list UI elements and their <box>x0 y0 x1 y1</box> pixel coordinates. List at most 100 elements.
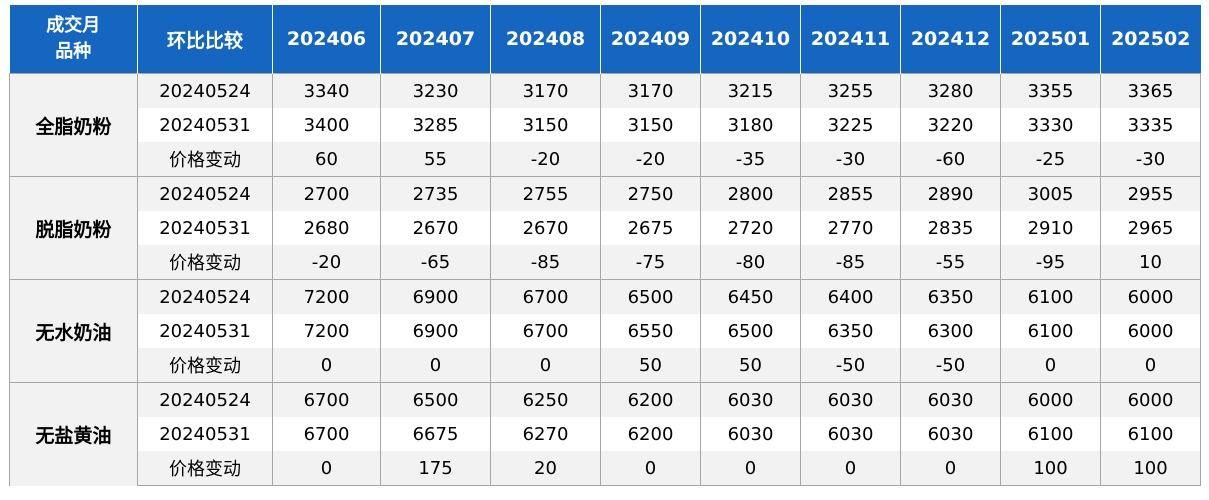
price-change-cell: -80 <box>700 245 801 280</box>
compare-date-label: 20240524 <box>137 73 273 108</box>
price-change-label: 价格变动 <box>137 245 273 280</box>
price-cell: 6350 <box>800 314 901 348</box>
price-change-row: 价格变动 0 0 0 50 50 -50 -50 0 0 <box>10 348 1201 383</box>
price-cell: 3180 <box>700 108 801 142</box>
compare-date-label: 20240524 <box>137 382 273 417</box>
corner-month-label: 成交月 <box>46 15 101 36</box>
price-change-cell: -85 <box>490 245 601 280</box>
price-row: 无水奶油 20240524 7200 6900 6700 6500 6450 6400 6350… <box>9 279 1201 383</box>
price-change-label: 价格变动 <box>137 451 273 486</box>
price-change-cell: 60 <box>272 142 381 177</box>
price-cell: 6900 <box>380 279 491 314</box>
price-row: 20240531 3400 3285 3150 3150 3180 3225 3220 3330… <box>10 108 1201 142</box>
price-cell: 6100 <box>1000 279 1101 314</box>
price-change-cell: -20 <box>600 142 701 177</box>
price-cell: 6000 <box>1100 279 1201 314</box>
price-cell: 3170 <box>600 73 701 108</box>
price-change-cell: 0 <box>272 348 381 383</box>
price-cell: 6200 <box>600 382 701 417</box>
price-cell: 6000 <box>1000 382 1101 417</box>
price-cell: 6700 <box>490 279 601 314</box>
price-change-label: 价格变动 <box>137 142 273 177</box>
price-cell: 3150 <box>490 108 601 142</box>
price-cell: 6350 <box>900 279 1001 314</box>
price-cell: 2770 <box>800 211 901 245</box>
table-header: 成交月 品种 环比比较 202406 202407 202408 202409 … <box>9 5 1201 74</box>
price-cell: 3150 <box>600 108 701 142</box>
price-change-cell: 0 <box>600 451 701 486</box>
price-cell: 2965 <box>1100 211 1201 245</box>
month-header: 202407 <box>380 5 491 74</box>
price-row: 20240531 2680 2670 2670 2675 2720 2770 2835 2910… <box>10 211 1201 245</box>
price-cell: 3355 <box>1000 73 1101 108</box>
compare-date-label: 20240531 <box>137 314 273 348</box>
price-change-cell: -95 <box>1000 245 1101 280</box>
price-cell: 6700 <box>272 417 381 451</box>
price-change-cell: -50 <box>800 348 901 383</box>
price-change-cell: 0 <box>272 451 381 486</box>
price-change-cell: 100 <box>1000 451 1101 486</box>
price-change-cell: 0 <box>1100 348 1201 383</box>
price-change-cell: -55 <box>900 245 1001 280</box>
price-change-cell: 50 <box>700 348 801 383</box>
compare-date-label: 20240531 <box>137 211 273 245</box>
price-cell: 6200 <box>600 417 701 451</box>
month-header: 202408 <box>490 5 601 74</box>
price-cell: 6900 <box>380 314 491 348</box>
price-cell: 6030 <box>900 382 1001 417</box>
price-row: 全脂奶粉 20240524 3340 3230 3170 3170 3215 3255 3280… <box>9 73 1201 177</box>
price-cell: 2670 <box>490 211 601 245</box>
price-cell: 6675 <box>380 417 491 451</box>
price-cell: 3280 <box>900 73 1001 108</box>
month-header: 202410 <box>700 5 801 74</box>
price-cell: 3220 <box>900 108 1001 142</box>
price-cell: 6000 <box>1100 314 1201 348</box>
price-row: 20240531 6700 6675 6270 6200 6030 6030 6030 6100… <box>10 417 1201 451</box>
price-cell: 3225 <box>800 108 901 142</box>
price-change-cell: -20 <box>490 142 601 177</box>
price-cell: 6500 <box>700 314 801 348</box>
price-cell: 2835 <box>900 211 1001 245</box>
price-cell: 7200 <box>272 279 381 314</box>
price-change-cell: -65 <box>380 245 491 280</box>
compare-header: 环比比较 <box>137 5 273 74</box>
price-cell: 2720 <box>700 211 801 245</box>
price-comparison-table: 成交月 品种 环比比较 202406 202407 202408 202409 … <box>9 5 1201 486</box>
price-row: 无盐黄油 20240524 6700 6500 6250 6200 6030 6030 6030… <box>9 382 1201 486</box>
price-cell: 6700 <box>272 382 381 417</box>
price-cell: 6030 <box>900 417 1001 451</box>
month-header: 202502 <box>1100 5 1201 74</box>
price-cell: 3230 <box>380 73 491 108</box>
price-cell: 6550 <box>600 314 701 348</box>
price-change-cell: 20 <box>490 451 601 486</box>
price-cell: 6030 <box>800 382 901 417</box>
price-cell: 3400 <box>272 108 381 142</box>
price-cell: 3170 <box>490 73 601 108</box>
price-cell: 6100 <box>1000 314 1101 348</box>
price-cell: 6030 <box>800 417 901 451</box>
price-cell: 2700 <box>272 176 381 211</box>
price-change-cell: 0 <box>490 348 601 383</box>
price-row: 20240531 7200 6900 6700 6550 6500 6350 6300 6100… <box>10 314 1201 348</box>
price-cell: 6030 <box>700 382 801 417</box>
month-header: 202406 <box>272 5 381 74</box>
price-change-cell: 175 <box>380 451 491 486</box>
compare-date-label: 20240531 <box>137 108 273 142</box>
price-cell: 2910 <box>1000 211 1101 245</box>
price-cell: 3365 <box>1100 73 1201 108</box>
compare-date-label: 20240524 <box>137 279 273 314</box>
price-cell: 3340 <box>272 73 381 108</box>
product-name: 无水奶油 <box>9 279 138 383</box>
price-cell: 2890 <box>900 176 1001 211</box>
price-change-cell: 0 <box>900 451 1001 486</box>
price-change-cell: -60 <box>900 142 1001 177</box>
price-cell: 3285 <box>380 108 491 142</box>
price-cell: 7200 <box>272 314 381 348</box>
price-change-cell: -25 <box>1000 142 1101 177</box>
price-cell: 6100 <box>1100 417 1201 451</box>
price-change-cell: 0 <box>700 451 801 486</box>
month-header: 202409 <box>600 5 701 74</box>
compare-date-label: 20240531 <box>137 417 273 451</box>
price-change-cell: 50 <box>600 348 701 383</box>
price-cell: 2680 <box>272 211 381 245</box>
